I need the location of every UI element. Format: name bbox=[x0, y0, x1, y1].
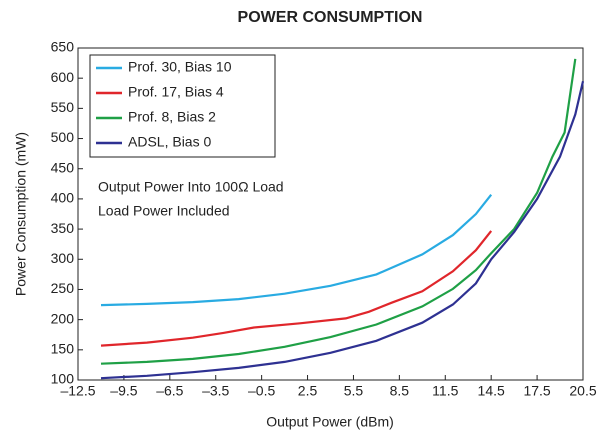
x-tick-label: –6.5 bbox=[156, 383, 183, 399]
y-tick-label: 500 bbox=[51, 129, 75, 145]
y-tick-label: 300 bbox=[51, 250, 75, 266]
annotation: Output Power Into 100Ω Load bbox=[98, 179, 284, 195]
x-tick-label: 8.5 bbox=[390, 383, 410, 399]
x-tick-label: 17.5 bbox=[523, 383, 550, 399]
y-tick-label: 600 bbox=[51, 69, 75, 85]
y-tick-label: 650 bbox=[51, 39, 75, 55]
x-tick-label: 20.5 bbox=[569, 383, 596, 399]
x-tick-label: 5.5 bbox=[344, 383, 364, 399]
y-tick-label: 200 bbox=[51, 310, 75, 326]
x-tick-label: –9.5 bbox=[110, 383, 137, 399]
legend-label: ADSL, Bias 0 bbox=[128, 134, 211, 150]
x-tick-label: 11.5 bbox=[432, 383, 458, 399]
x-tick-label: 2.5 bbox=[298, 383, 318, 399]
y-tick-label: 400 bbox=[51, 190, 75, 206]
y-tick-label: 250 bbox=[51, 280, 75, 296]
annotation: Load Power Included bbox=[98, 203, 230, 219]
y-tick-label: 150 bbox=[51, 341, 75, 357]
x-tick-label: –0.5 bbox=[248, 383, 275, 399]
legend-label: Prof. 8, Bias 2 bbox=[128, 109, 216, 125]
y-tick-label: 550 bbox=[51, 99, 75, 115]
legend-label: Prof. 30, Bias 10 bbox=[128, 59, 232, 75]
plot-frame bbox=[77, 47, 584, 381]
y-axis-label: Power Consumption (mW) bbox=[13, 132, 29, 296]
y-tick-label: 100 bbox=[51, 371, 75, 387]
x-tick-label: –3.5 bbox=[202, 383, 229, 399]
series-line bbox=[100, 58, 577, 365]
chart-title: POWER CONSUMPTION bbox=[238, 9, 423, 26]
series-line bbox=[100, 230, 493, 347]
series-line bbox=[100, 80, 585, 380]
y-tick-label: 350 bbox=[51, 220, 75, 236]
x-axis-label: Output Power (dBm) bbox=[266, 414, 394, 430]
series-line bbox=[100, 194, 493, 307]
x-tick-label: 14.5 bbox=[478, 383, 505, 399]
legend-box bbox=[89, 54, 276, 158]
y-tick-label: 450 bbox=[51, 159, 75, 175]
legend-label: Prof. 17, Bias 4 bbox=[128, 84, 224, 100]
x-tick-label: –12.5 bbox=[60, 383, 95, 399]
